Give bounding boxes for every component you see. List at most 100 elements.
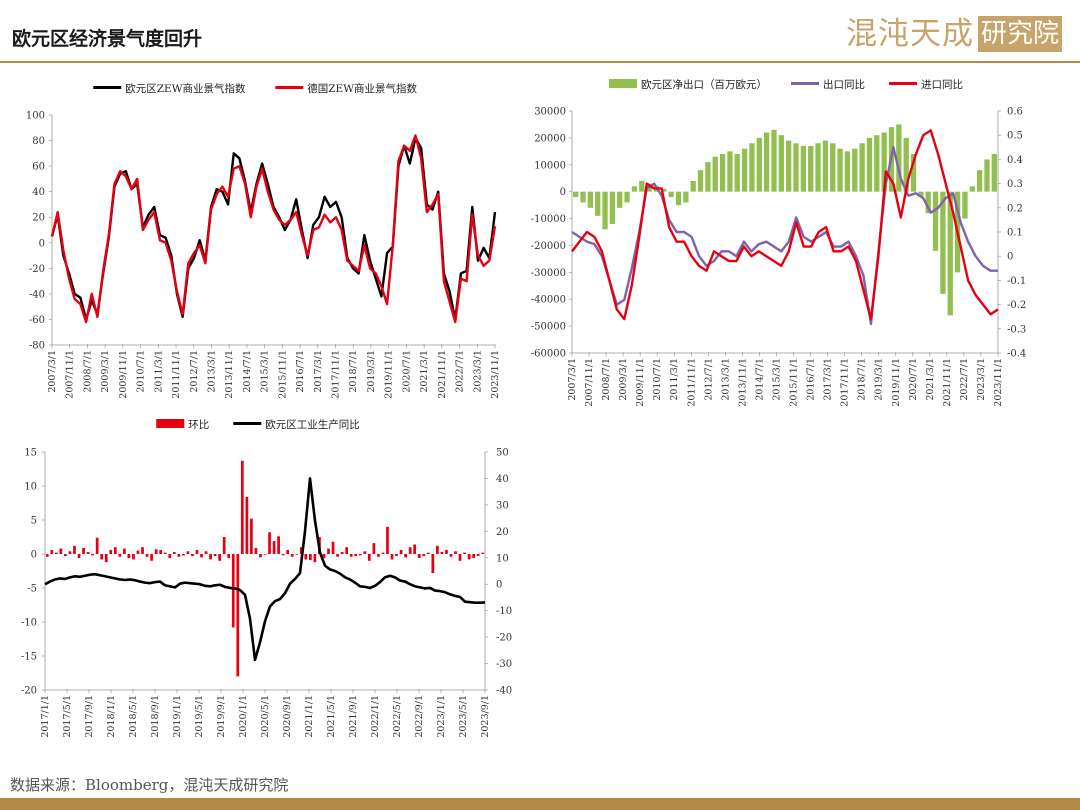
- net-export-bar: [683, 191, 689, 203]
- net-export-bar: [617, 191, 623, 208]
- mom-bar: [363, 551, 367, 554]
- x-tick-label: 2015/3/1: [260, 350, 271, 393]
- mom-bar: [399, 549, 403, 554]
- header-rule: [0, 61, 1080, 63]
- y-tick-label: -10000: [531, 214, 566, 225]
- y-tick-label: 15: [24, 448, 37, 459]
- industrial-production-chart: 环比 欧元区工业生产同比 -20 -15 -10 -5 0 5 10 15 -40 -30 -20 -10…: [21, 418, 512, 738]
- mom-bar: [50, 549, 54, 554]
- net-export-bar: [918, 191, 924, 198]
- legend-label: 环比: [188, 418, 209, 431]
- mom-bar: [77, 554, 81, 559]
- x-tick-label: 2013/11/1: [737, 358, 748, 407]
- mom-bar: [123, 548, 126, 554]
- mom-bar: [358, 554, 362, 556]
- net-export-bar: [962, 191, 968, 219]
- mom-bar: [386, 526, 389, 554]
- y2-tick-label: 30: [496, 500, 509, 511]
- mom-bar: [127, 554, 131, 559]
- net-export-bar: [631, 186, 638, 192]
- x-tick-label: 2019/3/1: [874, 358, 885, 401]
- y2-tick-label: 0: [496, 580, 502, 591]
- mom-bar: [68, 551, 72, 554]
- x-tick-label: 2018/9/1: [150, 695, 161, 738]
- x-tick-label: 2017/1/1: [40, 695, 51, 738]
- y2-tick-label: 0.3: [1007, 179, 1023, 190]
- x-tick-label: 2013/3/1: [206, 350, 217, 393]
- mom-bar: [454, 551, 457, 554]
- x-tick-label: 2019/5/1: [194, 695, 205, 738]
- net-export-bar: [741, 148, 748, 192]
- x-tick-label: 2012/7/1: [703, 358, 714, 401]
- y-tick-label: -40000: [531, 295, 566, 306]
- x-tick-label: 2023/11/1: [490, 350, 501, 399]
- net-export-bar: [624, 191, 630, 203]
- y2-tick-label: 0: [1007, 252, 1013, 263]
- x-tick-label: 2009/3/1: [618, 358, 629, 401]
- net-export-bar: [756, 137, 762, 192]
- net-export-bar: [852, 148, 858, 192]
- mom-bar: [413, 544, 417, 554]
- y2-tick-label: 0.6: [1007, 107, 1023, 118]
- mom-bar: [168, 554, 172, 559]
- net-export-bar: [830, 143, 836, 192]
- net-export-bar: [925, 191, 931, 214]
- mom-bar: [159, 549, 163, 554]
- series-line: [50, 136, 497, 321]
- x-tick-label: 2011/3/1: [153, 350, 164, 393]
- y2-tick-label: -30: [496, 659, 512, 670]
- y2-tick-label: 0.2: [1007, 203, 1023, 214]
- mom-bar: [45, 554, 49, 557]
- x-tick-label: 2014/7/1: [754, 358, 765, 401]
- mom-bar: [186, 551, 190, 554]
- net-export-bar: [602, 191, 608, 230]
- x-tick-label: 2015/11/1: [277, 350, 288, 399]
- net-export-bar: [859, 143, 865, 192]
- mom-bar: [204, 551, 208, 554]
- footer-band: [0, 798, 1080, 810]
- mom-bar: [377, 554, 380, 557]
- net-export-bar: [793, 143, 799, 192]
- mom-bar: [395, 554, 398, 557]
- mom-bar: [408, 547, 412, 554]
- net-export-bar: [573, 191, 579, 198]
- net-export-bar: [580, 191, 586, 203]
- x-tick-label: 2014/7/1: [242, 350, 253, 393]
- mom-bar: [404, 554, 407, 558]
- x-tick-label: 2019/11/1: [891, 358, 902, 407]
- net-export-bar: [947, 191, 953, 316]
- mom-bar: [250, 518, 253, 554]
- x-tick-label: 2007/3/1: [47, 350, 58, 393]
- mom-bar: [181, 554, 185, 556]
- mom-bar: [422, 554, 426, 557]
- y-tick-label: 30000: [534, 107, 566, 118]
- mom-bar: [299, 547, 303, 554]
- mom-bar: [163, 552, 167, 554]
- x-tick-label: 2020/1/1: [238, 695, 249, 738]
- y-tick-label: 20000: [534, 133, 566, 144]
- mom-bar: [141, 547, 144, 554]
- y2-tick-label: -40: [496, 686, 512, 697]
- mom-bar: [417, 554, 421, 559]
- net-export-bar: [976, 170, 983, 192]
- x-tick-label: 2022/7/1: [959, 358, 970, 401]
- mom-bar: [431, 554, 435, 574]
- net-export-bar: [800, 145, 807, 192]
- mom-bar: [340, 551, 344, 554]
- mom-bar: [218, 554, 221, 561]
- x-tick-label: 2017/5/1: [62, 695, 73, 738]
- x-tick-label: 2023/9/1: [480, 695, 491, 738]
- mom-bar: [172, 551, 176, 554]
- x-tick-label: 2020/7/1: [401, 350, 412, 393]
- x-tick-label: 2023/3/1: [472, 350, 483, 393]
- x-tick-label: 2019/1/1: [172, 695, 183, 738]
- mom-bar: [354, 554, 358, 557]
- mom-bar: [177, 554, 181, 557]
- mom-bar: [458, 554, 462, 561]
- mom-bar: [91, 554, 94, 556]
- mom-bar: [309, 554, 312, 561]
- x-tick-label: 2019/11/1: [384, 350, 395, 399]
- net-export-bar: [837, 148, 843, 192]
- net-export-bar: [595, 191, 601, 216]
- y-tick-label: -20: [29, 264, 45, 275]
